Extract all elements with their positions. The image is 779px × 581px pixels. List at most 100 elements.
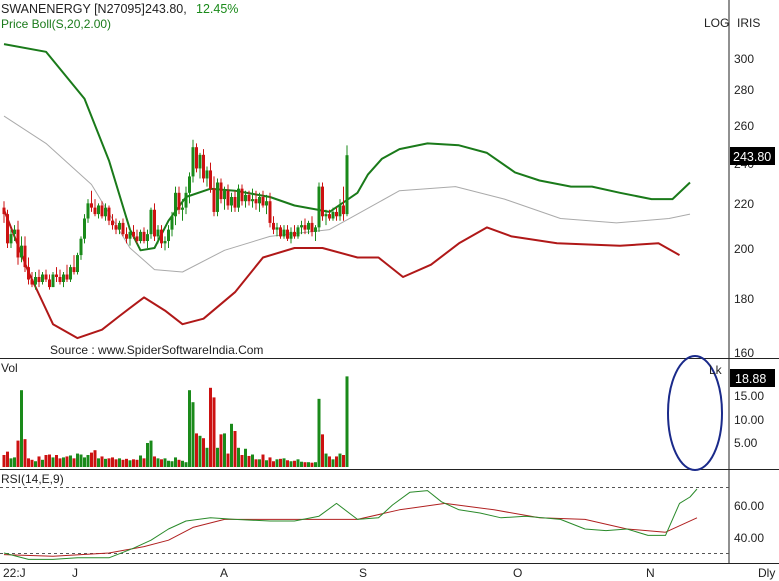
candle-body	[275, 227, 279, 230]
iris-button[interactable]: IRIS	[737, 16, 760, 30]
volume-bar	[135, 459, 139, 467]
candle-body	[16, 229, 20, 258]
volume-bar	[100, 456, 104, 467]
candle-body	[163, 241, 167, 244]
candle-body	[118, 222, 121, 230]
percent-change: 12.45%	[196, 2, 238, 16]
volume-bar	[177, 459, 181, 467]
candle-body	[37, 276, 41, 283]
candle-body	[209, 170, 212, 189]
volume-bar	[307, 462, 310, 467]
volume-bar	[216, 447, 219, 467]
volume-bar	[174, 457, 177, 467]
volume-bar	[296, 459, 300, 467]
candle-body	[104, 207, 107, 217]
source-watermark: Source : www.SpiderSoftwareIndia.Com	[50, 343, 263, 357]
candle-body	[240, 188, 244, 202]
volume-bar	[2, 455, 6, 467]
candle-body	[97, 205, 100, 215]
volume-bar	[230, 423, 233, 467]
volume-bar	[30, 459, 34, 467]
volume-bar	[205, 447, 209, 467]
candle-body	[48, 279, 51, 288]
volume-bar	[279, 458, 282, 467]
candle-body	[20, 245, 23, 258]
volume-tick-10: 10.00	[734, 413, 764, 427]
volume-bar	[48, 454, 51, 467]
candle-body	[198, 154, 202, 169]
volume-bar	[118, 458, 121, 467]
candle-body	[216, 182, 219, 212]
log-button[interactable]: LOG	[704, 16, 729, 30]
volume-bar	[212, 397, 216, 467]
candle-body	[247, 194, 251, 202]
candle-body	[125, 234, 128, 239]
volume-bar	[345, 376, 349, 467]
volume-bar	[27, 458, 30, 467]
month-label-n: N	[646, 566, 655, 580]
candle-body	[314, 227, 317, 232]
volume-bar	[188, 390, 191, 467]
candle-body	[289, 231, 293, 239]
volume-bar	[125, 458, 128, 467]
candle-body	[170, 216, 174, 230]
candle-body	[342, 205, 345, 215]
volume-bar	[121, 459, 125, 467]
candle-body	[219, 182, 223, 200]
candle-body	[202, 154, 205, 179]
candle-body	[205, 170, 209, 179]
volume-bar	[16, 440, 20, 467]
volume-bar	[272, 461, 275, 467]
volume-bar	[314, 462, 317, 467]
candle-body	[146, 234, 149, 242]
candle-body	[121, 222, 125, 235]
candle-body	[177, 192, 181, 210]
volume-bar	[6, 451, 9, 467]
volume-bar	[128, 460, 132, 467]
candle-body	[324, 214, 328, 217]
candle-body	[254, 199, 258, 204]
period-button[interactable]: Dly	[758, 566, 775, 580]
candle-body	[58, 276, 62, 283]
candle-body	[139, 231, 142, 242]
volume-bar	[184, 462, 188, 467]
candle-body	[272, 222, 275, 230]
candle-body	[128, 231, 132, 239]
last-price-box	[730, 147, 775, 165]
volume-bar	[286, 460, 289, 467]
candle-body	[114, 225, 118, 230]
volume-bar	[83, 457, 86, 467]
candle-body	[265, 201, 268, 206]
candle-body	[23, 245, 27, 268]
volume-bar	[300, 461, 303, 467]
candle-body	[51, 274, 55, 288]
volume-bar	[139, 455, 142, 467]
symbol-label: SWANENERGY [N27095]	[1, 2, 145, 16]
candle-body	[286, 229, 289, 239]
volume-bar	[226, 453, 230, 467]
candle-body	[135, 236, 139, 242]
volume-bar	[240, 455, 244, 467]
candle-body	[76, 255, 79, 273]
volume-bar	[90, 452, 93, 467]
rsi-line	[3, 488, 698, 560]
candle-body	[83, 218, 86, 239]
candle-body	[181, 207, 184, 210]
candle-body	[93, 207, 97, 215]
last-price: 243.80,	[145, 2, 187, 16]
candle-body	[230, 196, 233, 206]
candle-body	[142, 231, 146, 242]
volume-bar	[107, 458, 111, 467]
candle-body	[300, 225, 303, 228]
volume-bar	[160, 459, 163, 467]
volume-bar	[342, 455, 345, 467]
volume-bar	[97, 458, 100, 467]
candle-body	[160, 229, 163, 244]
volume-bar	[317, 398, 321, 467]
volume-bar	[289, 461, 293, 467]
candle-body	[310, 222, 314, 232]
volume-bar	[156, 458, 160, 467]
volume-bar	[209, 387, 212, 467]
volume-bar	[261, 454, 265, 467]
